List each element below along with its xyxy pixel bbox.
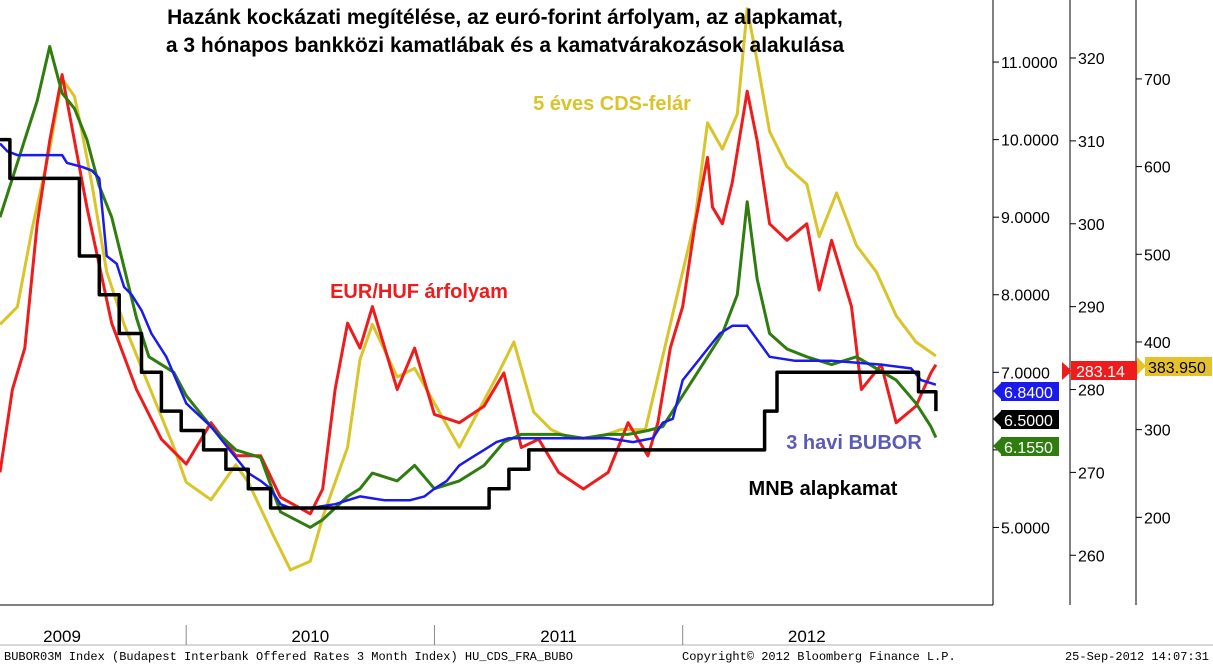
- y-tick-label-rate-9-0000: 9.0000: [1001, 210, 1050, 227]
- label-bubor: 3 havi BUBOR: [786, 432, 922, 454]
- last-value-mnb: 6.5000: [1004, 413, 1053, 430]
- y-tick-label-cds-400: 400: [1144, 335, 1171, 352]
- x-tick-label-2010: 2010: [291, 627, 329, 646]
- series-layer: [0, 7, 938, 572]
- series-line-3-havi-bubor: [0, 142, 937, 510]
- last-value-tag-bubor: 6.8400: [993, 382, 1059, 402]
- last-value-forward: 6.1550: [1004, 440, 1053, 457]
- last-value-tag-forward: 6.1550: [993, 437, 1059, 457]
- x-tick-layer: 2009 2010 2011 2012: [43, 625, 826, 646]
- y-tick-label-cds-600: 600: [1144, 160, 1171, 177]
- footer-source: BUBOR03M Index (Budapest Interbank Offer…: [4, 650, 573, 664]
- label-eurhuf: EUR/HUF árfolyam: [330, 281, 508, 303]
- y-tick-label-eurhuf-290: 290: [1078, 300, 1105, 317]
- label-mnb: MNB alapkamat: [749, 478, 898, 500]
- last-value-tag-cds: 383.950: [1137, 357, 1212, 377]
- label-cds: 5 éves CDS-felár: [533, 93, 691, 115]
- last-value-bubor: 6.8400: [1004, 385, 1053, 402]
- series-line-5-eves-cds-felar: [0, 7, 937, 572]
- y-tick-label-eurhuf-260: 260: [1078, 548, 1105, 565]
- x-tick-label-2011: 2011: [540, 627, 577, 646]
- y-tick-label-rate-5-0000: 5.0000: [1001, 520, 1050, 537]
- footer-timestamp: 25-Sep-2012 14:07:31: [1065, 650, 1209, 664]
- last-value-eurhuf: 283.14: [1076, 364, 1125, 381]
- series-line-mnb-alapkamat: [0, 137, 938, 510]
- y-tick-label-rate-11-0000: 11.0000: [1001, 55, 1058, 72]
- series-line-forward-rate: [0, 45, 938, 529]
- last-value-tag-eurhuf: 283.14: [1062, 361, 1137, 381]
- y-tick-label-rate-7-0000: 7.0000: [1001, 365, 1050, 382]
- chart-title-line-1: Hazánk kockázati megítélése, az euró-for…: [167, 6, 843, 29]
- y-tick-label-cds-200: 200: [1144, 510, 1171, 527]
- y-tick-label-eurhuf-320: 320: [1078, 51, 1105, 68]
- chart-title-line-2: a 3 hónapos bankközi kamatlábak és a kam…: [166, 34, 845, 57]
- y-tick-label-cds-700: 700: [1144, 72, 1171, 89]
- y-tick-label-cds-300: 300: [1144, 423, 1171, 440]
- x-tick-label-2012: 2012: [788, 627, 826, 646]
- series-line-eur-huf-arfolyam: [0, 73, 938, 516]
- y-tick-label-eurhuf-300: 300: [1078, 217, 1105, 234]
- x-tick-label-2009: 2009: [43, 627, 81, 646]
- footer-copyright: Copyright© 2012 Bloomberg Finance L.P.: [682, 650, 956, 664]
- y-tick-label-rate-8-0000: 8.0000: [1001, 288, 1050, 305]
- y-tick-label-rate-10-0000: 10.0000: [1001, 133, 1059, 150]
- y-tick-label-eurhuf-280: 280: [1078, 383, 1105, 400]
- y-tick-label-cds-500: 500: [1144, 247, 1171, 264]
- y-tick-label-eurhuf-310: 310: [1078, 134, 1105, 151]
- y-tick-label-eurhuf-270: 270: [1078, 465, 1105, 482]
- last-value-cds: 383.950: [1148, 360, 1206, 377]
- last-value-tag-mnb: 6.5000: [993, 410, 1059, 430]
